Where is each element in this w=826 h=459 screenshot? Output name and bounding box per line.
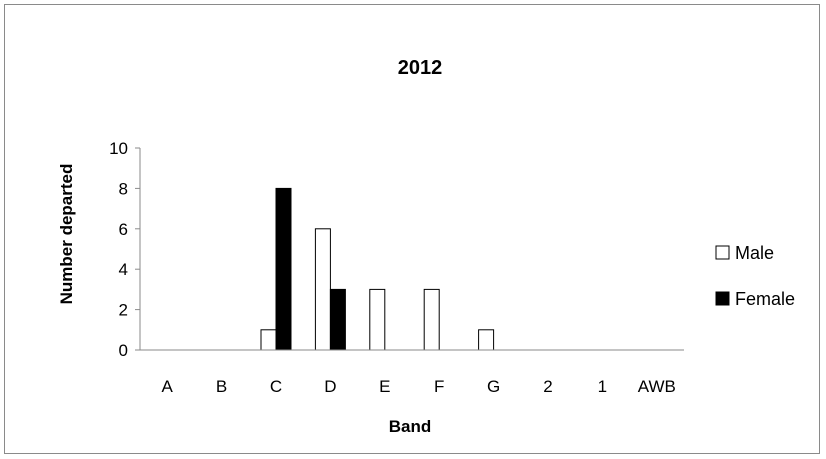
bar-male-c bbox=[260, 329, 277, 351]
x-axis-title: Band bbox=[389, 417, 432, 436]
y-tick-label: 10 bbox=[109, 139, 128, 158]
bar-male-g bbox=[478, 329, 495, 351]
legend-label-male: Male bbox=[735, 243, 774, 263]
x-tick-label: B bbox=[216, 377, 227, 396]
x-tick-label: G bbox=[487, 377, 500, 396]
x-tick-label: D bbox=[324, 377, 336, 396]
legend-swatch-female bbox=[715, 291, 730, 306]
y-tick-label: 6 bbox=[119, 220, 128, 239]
legend-label-female: Female bbox=[735, 289, 795, 309]
bar-female-c bbox=[275, 187, 292, 351]
plot-area: 0 2 4 6 8 10 A B C D E F G 2 1 AWB bbox=[109, 139, 684, 396]
x-tick-label: C bbox=[270, 377, 282, 396]
x-tick-label: A bbox=[162, 377, 174, 396]
x-tick-label: AWB bbox=[638, 377, 676, 396]
bar-male-d bbox=[314, 228, 331, 351]
y-tick-label: 2 bbox=[119, 301, 128, 320]
y-tick-label: 4 bbox=[119, 260, 128, 279]
x-tick-label: F bbox=[434, 377, 444, 396]
bar-male-e bbox=[369, 288, 386, 351]
x-tick-label: 2 bbox=[543, 377, 552, 396]
legend: Male Female bbox=[715, 243, 795, 309]
bar-female-d bbox=[329, 288, 346, 351]
legend-swatch-male bbox=[715, 245, 730, 260]
x-tick-label: E bbox=[379, 377, 390, 396]
y-axis-title: Number departed bbox=[57, 164, 76, 305]
y-tick-label: 8 bbox=[119, 179, 128, 198]
bar-male-f bbox=[423, 288, 440, 351]
y-tick-label: 0 bbox=[119, 341, 128, 360]
x-tick-label: 1 bbox=[598, 377, 607, 396]
chart-title: 2012 bbox=[398, 57, 443, 79]
